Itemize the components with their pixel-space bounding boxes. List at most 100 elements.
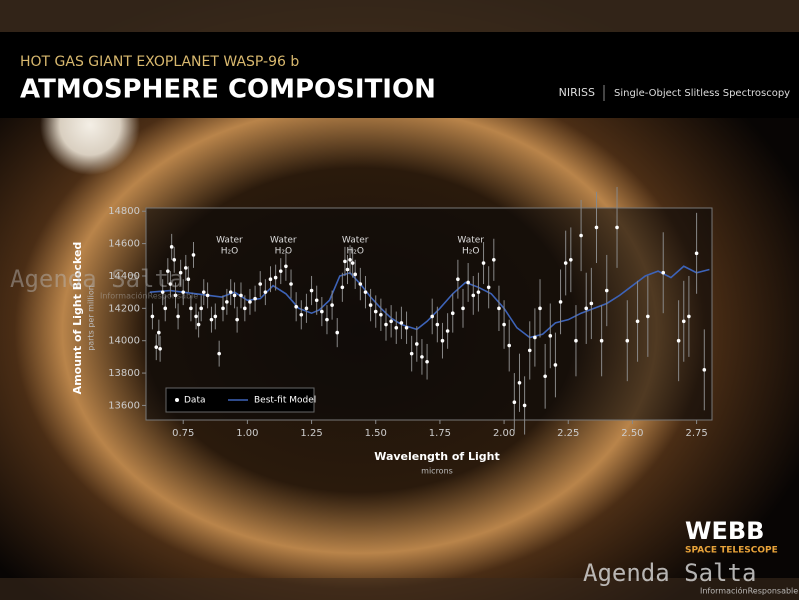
data-point (268, 277, 273, 282)
data-point (330, 303, 334, 307)
x-tick-label: 2.50 (621, 428, 643, 439)
data-point (183, 266, 188, 270)
data-point (492, 257, 496, 262)
data-point (258, 282, 263, 286)
y-tick-label: 13800 (108, 368, 140, 379)
data-point (517, 380, 522, 385)
legend-label: Best-fit Model (254, 396, 316, 406)
data-point (199, 306, 203, 311)
data-point (217, 351, 221, 356)
data-point (409, 351, 414, 356)
y-tick-label: 14600 (108, 239, 140, 250)
data-point (702, 368, 707, 372)
data-point (189, 306, 193, 311)
x-tick-label: 0.75 (172, 428, 194, 439)
data-point (435, 322, 440, 327)
data-point (384, 322, 388, 327)
data-point (194, 314, 198, 319)
data-point (404, 325, 409, 330)
kicker: HOT GAS GIANT EXOPLANET WASP-96 b (20, 54, 299, 70)
data-point (273, 275, 278, 280)
data-point (358, 282, 363, 286)
data-point (243, 306, 247, 311)
data-point (584, 306, 589, 311)
data-point (694, 251, 699, 256)
x-tick-label: 2.25 (557, 428, 579, 439)
data-point (599, 338, 604, 343)
data-point (687, 314, 691, 319)
data-point (681, 319, 686, 324)
data-point (579, 233, 583, 238)
data-point (538, 306, 542, 311)
data-point (348, 257, 352, 262)
watermark: Agenda Salta (10, 265, 183, 293)
x-axis-unit: microns (421, 467, 453, 476)
data-point (646, 314, 650, 319)
data-point (248, 300, 252, 304)
data-point (676, 338, 681, 343)
data-point (289, 282, 293, 286)
data-point (533, 335, 537, 340)
data-point (363, 290, 368, 294)
data-point (157, 330, 161, 335)
data-point (205, 293, 210, 298)
data-point (466, 280, 470, 285)
data-point (569, 257, 573, 262)
data-point (168, 282, 173, 286)
data-point (543, 374, 547, 379)
x-tick-label: 1.75 (429, 428, 451, 439)
data-point (604, 288, 609, 293)
data-point (213, 314, 218, 319)
data-point (225, 300, 229, 304)
data-point (150, 314, 155, 319)
data-point (314, 298, 319, 303)
x-axis-label: Wavelength of Light (374, 450, 500, 463)
data-point (158, 346, 162, 351)
annotation-sub: H₂O (462, 247, 479, 257)
data-point (661, 270, 666, 275)
data-point (512, 400, 517, 404)
data-point (154, 345, 159, 349)
data-point (353, 272, 358, 277)
plot-area (145, 207, 713, 421)
data-point (160, 290, 165, 294)
data-point (507, 343, 512, 348)
data-point (294, 304, 298, 309)
y-axis-unit: parts per million (87, 285, 96, 351)
data-point (284, 264, 288, 269)
x-tick-label: 1.00 (236, 428, 258, 439)
data-point (497, 306, 501, 311)
data-point (178, 270, 183, 275)
data-point (389, 319, 393, 324)
data-point (186, 277, 191, 282)
y-axis-label: Amount of Light Blocked (71, 242, 84, 395)
bottom-strip (0, 578, 799, 600)
y-tick-label: 14400 (108, 271, 140, 282)
data-point (163, 306, 168, 311)
data-point (278, 269, 283, 273)
x-tick-label: 1.25 (300, 428, 322, 439)
header (0, 32, 799, 118)
data-point (548, 334, 553, 338)
data-point (335, 330, 340, 335)
logo-name: WEBB (685, 517, 764, 545)
data-point (450, 311, 455, 315)
data-point (461, 306, 465, 311)
data-point (456, 277, 460, 282)
data-point (476, 290, 481, 294)
data-point (191, 253, 196, 257)
data-point (299, 313, 304, 317)
data-point (563, 261, 568, 265)
annotation: Water (270, 236, 297, 246)
data-point (502, 322, 506, 327)
data-point (263, 290, 268, 294)
title: ATMOSPHERE COMPOSITION (20, 75, 436, 105)
annotation-sub: H₂O (275, 247, 292, 257)
data-point (253, 296, 257, 301)
data-point (481, 261, 486, 265)
data-point (345, 267, 350, 272)
logo-subtitle: SPACE TELESCOPE (685, 546, 778, 556)
y-tick-label: 14000 (108, 336, 140, 347)
data-point (625, 338, 630, 343)
